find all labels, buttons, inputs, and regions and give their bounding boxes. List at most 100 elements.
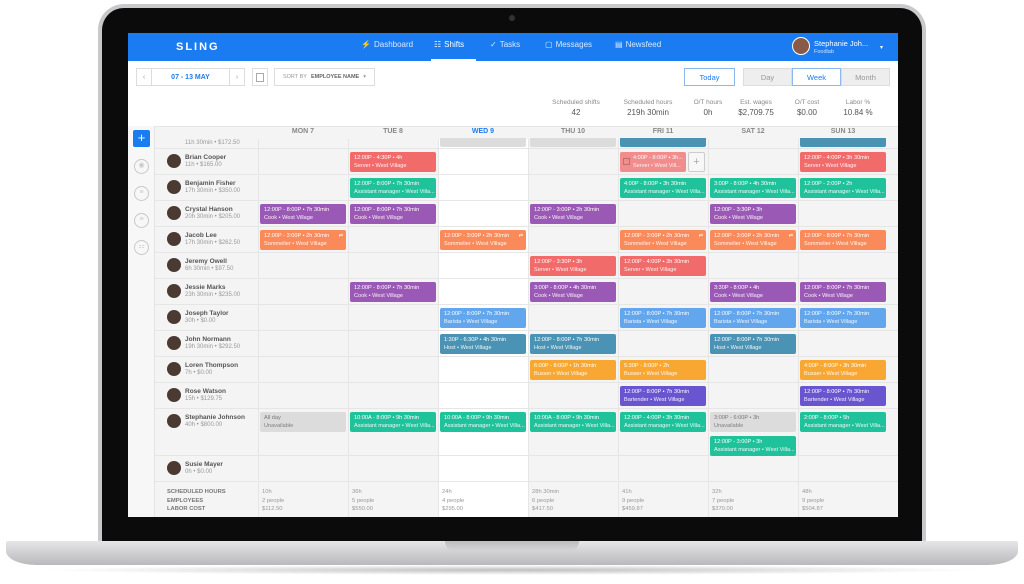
day-header[interactable]: WED 9 bbox=[471, 128, 495, 135]
employee-name[interactable]: Stephanie Johnson bbox=[185, 414, 245, 421]
day-header[interactable]: SAT 12 bbox=[741, 128, 765, 135]
shift-block[interactable]: 12:00P - 8:00P • 7h 30min Barista • West … bbox=[440, 308, 526, 328]
filter-icon[interactable]: ⚏ bbox=[134, 240, 149, 255]
shift-block[interactable]: 12:00P - 8:00P • 7h 30min Bartender • Wes… bbox=[620, 386, 706, 406]
avatar bbox=[167, 180, 181, 194]
shift-block[interactable]: Host • West Village bbox=[800, 138, 886, 147]
footer-label: EMPLOYEES bbox=[167, 497, 204, 504]
shift-block[interactable]: Unavailable bbox=[440, 138, 526, 147]
employee-name[interactable]: Jessie Marks bbox=[185, 284, 226, 291]
day-header[interactable]: THU 10 bbox=[560, 128, 586, 135]
shift-block[interactable]: 3:00P - 8:00P • 4h 30min Cook • West Vill… bbox=[530, 282, 616, 302]
shift-block[interactable]: 12:00P - 4:00P • 3h 30min Server • West V… bbox=[620, 256, 706, 276]
employee-row: Brian Cooper 11h • $165.00 12:00P - 4:30P … bbox=[155, 149, 898, 175]
employee-name[interactable]: Benjamin Fisher bbox=[185, 180, 236, 187]
location-icon[interactable]: ◉ bbox=[134, 159, 149, 174]
shift-block[interactable]: 12:00P - 8:00P • 7h 30min Cook • West Vil… bbox=[350, 282, 436, 302]
date-range[interactable]: 07 - 13 MAY bbox=[151, 68, 230, 86]
chevron-down-icon[interactable]: ▾ bbox=[880, 45, 884, 51]
shift-block[interactable]: 12:00P - 8:00P • 7h 30min Cook • West Vil… bbox=[350, 204, 436, 224]
shift-block[interactable]: 4:00P - 8:00P • 3h... Server • West Vill.… bbox=[620, 152, 686, 172]
shift-block[interactable]: Unavailable bbox=[530, 138, 616, 147]
shift-block[interactable]: 12:00P - 4:00P • 3h 30min Assistant manag… bbox=[620, 412, 706, 432]
shift-block[interactable]: 12:00P - 3:30P • 3h Cook • West Village bbox=[710, 204, 796, 224]
shift-time: 12:00P - 8:00P • 7h 30min bbox=[714, 311, 780, 317]
nav-shifts[interactable]: ☷ Shifts bbox=[434, 40, 464, 49]
employee-name[interactable]: Joseph Taylor bbox=[185, 310, 229, 317]
shift-block[interactable]: 12:00P - 8:00P • 7h 30min Barista • West … bbox=[620, 308, 706, 328]
laptop-shadow bbox=[40, 565, 984, 575]
shift-block[interactable]: 3:00P - 6:00P • 3h Unavailable bbox=[710, 412, 796, 432]
shift-block[interactable]: 12:00P - 8:00P • 7h 30min Barista • West … bbox=[710, 308, 796, 328]
shift-block[interactable]: 12:00P - 3:00P • 2h 30min Sommelier • Wes… bbox=[710, 230, 796, 250]
shift-block[interactable]: 6:00P - 8:00P • 1h 30min Busser • West Vi… bbox=[530, 360, 616, 380]
shift-block[interactable]: 12:00P - 8:00P • 7h 30min Assistant manag… bbox=[350, 178, 436, 198]
view-day[interactable]: Day bbox=[743, 68, 792, 86]
day-header[interactable]: FRI 11 bbox=[652, 128, 674, 135]
shift-block[interactable]: 12:00P - 8:00P • 7h 30min Cook • West Vil… bbox=[800, 282, 886, 302]
user-name[interactable]: Stephanie Joh... bbox=[814, 39, 869, 48]
shift-block[interactable]: 12:00P - 8:00P • 7h 30min Barista • West … bbox=[800, 308, 886, 328]
day-header[interactable]: TUE 8 bbox=[383, 128, 403, 135]
shift-block[interactable]: 5:30P - 8:00P • 2h Busser • West Village bbox=[620, 360, 706, 380]
add-shift-button[interactable]: + bbox=[133, 130, 150, 147]
list-icon[interactable]: ≡ bbox=[134, 213, 149, 228]
shift-time: 3:00P - 8:00P • 4h 30min bbox=[714, 181, 777, 187]
shift-block[interactable]: 4:00P - 8:00P • 3h 30min Assistant manage… bbox=[620, 178, 706, 198]
day-header[interactable]: SUN 13 bbox=[830, 128, 856, 135]
nav-dashboard[interactable]: ⚡ Dashboard bbox=[361, 40, 413, 49]
today-button[interactable]: Today bbox=[684, 68, 735, 86]
shift-block[interactable]: 12:00P - 3:00P • 2h 30min Cook • West Vil… bbox=[530, 204, 616, 224]
shift-block[interactable]: 2:00P - 8:00P • 5h Assistant manager • We… bbox=[800, 412, 886, 432]
sort-dropdown[interactable]: SORT BY EMPLOYEE NAME ▾ bbox=[274, 68, 375, 86]
checkbox-icon[interactable] bbox=[623, 158, 630, 165]
shift-block[interactable]: 12:00P - 3:00P • 3h Assistant manager • W… bbox=[710, 436, 796, 456]
shift-block[interactable]: 12:00P - 3:00P • 2h 30min Sommelier • Wes… bbox=[440, 230, 526, 250]
select-checkbox[interactable] bbox=[252, 68, 268, 86]
employee-row: John Normann 19h 30min • $292.50 1:30P - 6… bbox=[155, 331, 898, 357]
employee-name[interactable]: Susie Mayer bbox=[185, 461, 223, 468]
view-week[interactable]: Week bbox=[792, 68, 841, 86]
shift-block[interactable]: 12:00P - 2:00P • 2h Assistant manager • W… bbox=[800, 178, 886, 198]
avatar[interactable] bbox=[792, 37, 810, 55]
shift-block[interactable]: 12:00P - 8:00P • 7h 30min Host • West Vil… bbox=[530, 334, 616, 354]
shift-block[interactable]: 12:00P - 8:00P • 7h 30min Host • West Vil… bbox=[710, 334, 796, 354]
employee-name[interactable]: John Normann bbox=[185, 336, 231, 343]
shift-block[interactable]: 12:00P - 3:30P • 3h Server • West Village bbox=[530, 256, 616, 276]
shift-block[interactable]: 3:00P - 8:00P • 4h 30min Assistant manage… bbox=[710, 178, 796, 198]
employee-name[interactable]: Brian Cooper bbox=[185, 154, 227, 161]
employee-row: Crystal Hanson 20h 30min • $205.00 12:00P … bbox=[155, 201, 898, 227]
shift-block[interactable]: 4:00P - 8:00P • 3h 30min Busser • West Vi… bbox=[800, 360, 886, 380]
shift-block[interactable]: 12:00P - 4:00P • 3h 30min Server • West V… bbox=[800, 152, 886, 172]
shift-block[interactable]: 12:00P - 8:00P • 7h 30min Sommelier • Wes… bbox=[800, 230, 886, 250]
next-week-button[interactable]: › bbox=[229, 68, 245, 86]
shift-block[interactable]: 12:00P - 8:00P • 7h 30min Cook • West Vil… bbox=[260, 204, 346, 224]
nav-tasks[interactable]: ✓ Tasks bbox=[490, 40, 520, 49]
shift-block[interactable]: 12:00P - 4:30P • 4h Server • West Village bbox=[350, 152, 436, 172]
shift-block[interactable]: 10:00A - 8:00P • 9h 30min Assistant manag… bbox=[440, 412, 526, 432]
employees-icon[interactable]: ≡ bbox=[134, 186, 149, 201]
employee-row: Rose Watson 15h • $129.75 12:00P - 8:00P •… bbox=[155, 383, 898, 409]
shift-role: Sommelier • West Village bbox=[444, 241, 507, 247]
shift-block[interactable]: 12:00P - 8:00P • 7h 30min Bartender • Wes… bbox=[800, 386, 886, 406]
employee-name[interactable]: Crystal Hanson bbox=[185, 206, 233, 213]
shift-block[interactable]: 3:30P - 8:00P • 4h Cook • West Village bbox=[710, 282, 796, 302]
day-header[interactable]: MON 7 bbox=[291, 128, 315, 135]
shift-block[interactable]: 10:00A - 8:00P • 9h 30min Assistant manag… bbox=[350, 412, 436, 432]
prev-week-button[interactable]: ‹ bbox=[136, 68, 152, 86]
employee-name[interactable]: Rose Watson bbox=[185, 388, 226, 395]
view-month[interactable]: Month bbox=[841, 68, 890, 86]
employee-name[interactable]: Loren Thompson bbox=[185, 362, 239, 369]
shift-block[interactable]: All day Unavailable bbox=[260, 412, 346, 432]
add-shift-plus-button[interactable]: + bbox=[688, 152, 705, 172]
nav-newsfeed[interactable]: ▤ Newsfeed bbox=[615, 40, 661, 49]
shift-block[interactable]: 10:00A - 8:00P • 9h 30min Assistant manag… bbox=[530, 412, 616, 432]
shift-block[interactable]: Host • West Village bbox=[620, 138, 706, 147]
stat-item: O/T cost $0.00 bbox=[784, 99, 830, 117]
employee-name[interactable]: Jacob Lee bbox=[185, 232, 217, 239]
shift-block[interactable]: 1:30P - 6:30P • 4h 30min Host • West Vill… bbox=[440, 334, 526, 354]
shift-block[interactable]: 12:00P - 3:00P • 2h 30min Sommelier • Wes… bbox=[260, 230, 346, 250]
nav-messages[interactable]: ▢ Messages bbox=[545, 40, 592, 49]
shift-block[interactable]: 12:00P - 3:00P • 2h 30min Sommelier • Wes… bbox=[620, 230, 706, 250]
employee-name[interactable]: Jeremy Owell bbox=[185, 258, 227, 265]
